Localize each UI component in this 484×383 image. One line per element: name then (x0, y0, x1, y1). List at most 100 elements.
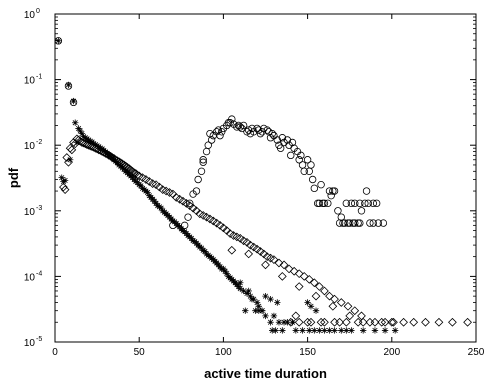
circle-point (372, 199, 381, 208)
star-point (60, 178, 67, 185)
star-point (391, 327, 399, 334)
diamond-point (387, 317, 397, 327)
star-point (258, 307, 266, 314)
star-point (262, 312, 269, 320)
circle-point (303, 156, 312, 164)
circle-point (283, 136, 292, 144)
diamond-point (261, 260, 270, 270)
diamond-point (277, 272, 287, 281)
diamond-point (155, 182, 164, 192)
star-point (252, 307, 259, 314)
circle-point (356, 219, 364, 227)
star-point (132, 178, 140, 185)
circle-point (319, 199, 327, 208)
circle-point (351, 199, 359, 208)
diamond-point (463, 317, 472, 327)
circle-point (337, 213, 345, 221)
diamond-point (279, 260, 289, 270)
circle-point (329, 187, 337, 195)
star-point (289, 319, 296, 326)
star-point (188, 235, 195, 242)
diamond-point (365, 317, 375, 327)
diamond-point (62, 153, 72, 162)
star-point (381, 327, 389, 334)
y-tick-label-base: 10 (24, 10, 36, 21)
star-point (243, 290, 251, 297)
star-point (201, 248, 209, 255)
circle-point (342, 199, 351, 208)
star-point (72, 119, 79, 126)
diamond-point (212, 218, 222, 228)
diamond-point (227, 245, 237, 255)
circle-point (356, 199, 364, 208)
star-point (348, 327, 355, 334)
circle-point (69, 98, 78, 107)
x-tick-label: 100 (215, 347, 232, 358)
circle-point (248, 124, 256, 133)
circle-point (315, 199, 324, 208)
x-tick-label: 250 (468, 347, 484, 358)
star-point (77, 127, 84, 135)
star-point (280, 319, 288, 326)
star-point (359, 327, 367, 334)
diamond-point (421, 317, 430, 327)
star-point (267, 295, 274, 303)
circle-point (260, 124, 268, 133)
star-point (248, 295, 256, 303)
y-tick-label-exponent: -5 (36, 336, 42, 343)
circle-point (340, 219, 349, 227)
circle-point (186, 199, 194, 208)
star-point (55, 37, 62, 45)
y-tick-label-exponent: -3 (36, 205, 42, 212)
diamond-point (409, 317, 419, 327)
circle-point (347, 199, 356, 208)
star-point (307, 303, 315, 310)
diamond-point (129, 168, 139, 178)
circle-point (236, 123, 244, 131)
circle-point (266, 134, 275, 142)
diamond-point (59, 182, 68, 192)
circle-point (295, 156, 303, 164)
circle-point (379, 219, 388, 227)
star-point (237, 279, 244, 286)
x-tick-label: 200 (383, 347, 400, 358)
circle-point (204, 141, 212, 149)
diamond-point (328, 301, 338, 311)
star-point (316, 327, 323, 334)
star-point (137, 182, 145, 190)
circle-point (374, 219, 383, 227)
diamond-point (377, 317, 387, 327)
diamond-point (434, 317, 444, 327)
y-tick-label-exponent: -4 (36, 270, 42, 277)
circle-point (246, 129, 255, 138)
star-point (245, 287, 252, 295)
circle-point (327, 191, 335, 200)
circle-point (297, 151, 305, 160)
circle-point (361, 199, 369, 208)
circle-point (180, 221, 189, 230)
star-point (157, 204, 165, 212)
diamond-point (325, 291, 334, 301)
x-axis-label: active time duration (204, 366, 327, 381)
star-point (267, 319, 274, 326)
circle-point (308, 175, 317, 184)
circle-point (244, 126, 253, 134)
star-point (269, 327, 276, 334)
star-point (304, 299, 311, 306)
diamond-point (148, 179, 158, 188)
diamond-point (151, 180, 161, 190)
y-axis-label: pdf (6, 167, 21, 188)
star-point (61, 177, 69, 184)
y-tick-label-base: 10 (24, 76, 36, 87)
y-tick-label-exponent: -2 (36, 139, 42, 146)
star-point (75, 125, 82, 132)
circle-point (357, 207, 366, 215)
star-point (223, 270, 230, 277)
diamond-point (330, 294, 339, 304)
diamond-point (320, 286, 329, 296)
diamond-point (294, 282, 304, 291)
star-point (306, 327, 313, 334)
y-tick-label-exponent: 0 (36, 8, 40, 15)
diamond-point (320, 317, 329, 327)
